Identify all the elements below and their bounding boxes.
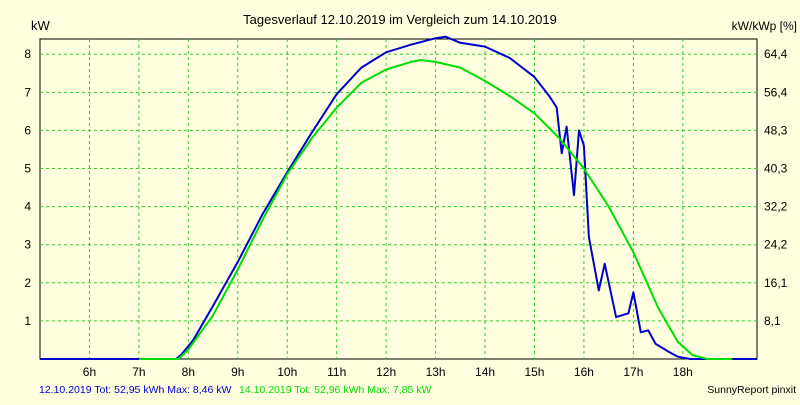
x-tick-label: 13h [426,365,446,379]
series-line-2 [138,59,733,360]
series-line-1 [40,35,757,360]
credit-text: SunnyReport pinxit [707,384,796,396]
y-axis-label-left: kW [31,18,51,33]
legend-series-12-10: 12.10.2019 Tot: 52,95 kWh Max: 8,46 kW [39,384,232,396]
x-tick-label: 10h [277,365,297,379]
y-tick-label-left: 6 [24,123,31,137]
x-tick-label: 15h [524,365,544,379]
legend-series-14-10: 14.10.2019 Tot: 52,96 kWh Max: 7,85 kW [239,384,432,396]
x-tick-label: 9h [231,365,244,379]
y-tick-label-right: 16,1 [764,276,788,290]
y-tick-label-right: 8,1 [764,314,781,328]
x-tick-label: 18h [673,365,693,379]
x-tick-label: 8h [182,365,195,379]
x-tick-label: 11h [327,365,346,379]
x-tick-label: 12h [376,365,396,379]
y-tick-label-left: 3 [24,238,31,252]
x-tick-label: 6h [83,365,96,379]
y-tick-label-right: 40,3 [764,162,788,176]
x-tick-label: 7h [132,365,145,379]
y-tick-label-right: 48,3 [764,123,788,137]
y-tick-label-left: 2 [24,276,31,290]
plot-area: 6h 7h 8h 9h 10h 11h 12h 13h 14h 15h 16h 17h 18h 1 2 3 4 5… [24,35,788,379]
y-tick-label-left: 4 [24,200,31,214]
y-tick-label-left: 8 [24,47,31,61]
y-tick-label-right: 56,4 [764,85,788,99]
plot-frame [39,38,758,360]
chart-title: Tagesverlauf 12.10.2019 im Vergleich zum… [243,12,557,27]
x-tick-label: 14h [475,365,495,379]
x-tick-label: 17h [623,365,643,379]
y-tick-label-left: 1 [24,314,31,328]
y-tick-label-right: 32,2 [764,200,788,214]
x-tick-label: 16h [574,365,594,379]
y-axis-label-right: kW/kWp [%] [732,19,797,33]
y-tick-label-right: 24,2 [764,238,788,252]
y-tick-label-left: 7 [24,85,31,99]
y-tick-label-right: 64,4 [764,47,788,61]
y-tick-label-left: 5 [24,162,31,176]
